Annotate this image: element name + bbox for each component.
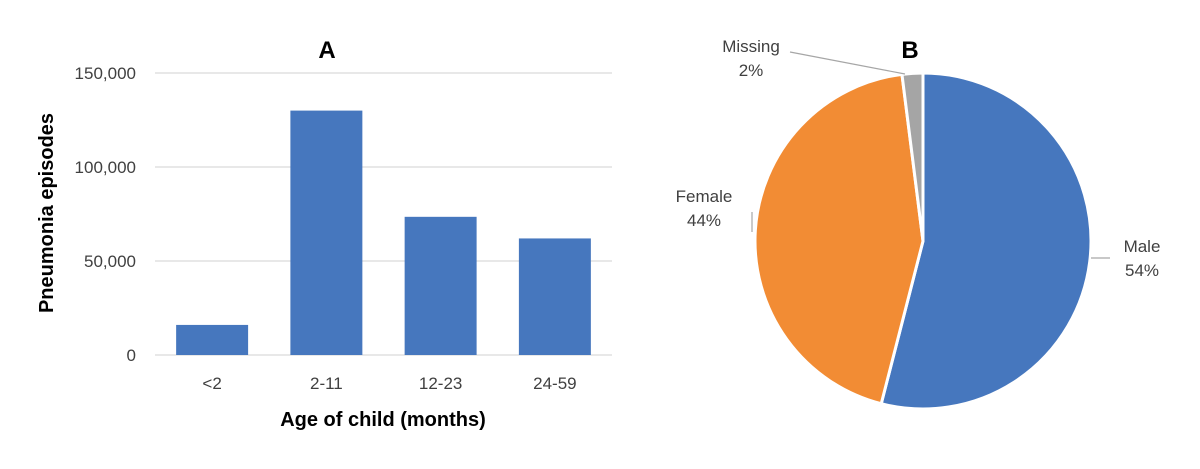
bar (518, 238, 591, 355)
pie-chart-title: B (901, 37, 918, 64)
x-tick-label: 12-23 (419, 374, 462, 393)
y-tick-label: 150,000 (75, 64, 136, 83)
y-tick-label: 100,000 (75, 158, 136, 177)
pie-slices (753, 71, 1093, 411)
pie-labels: Male 54% Female 44% Missing 2% (676, 37, 1161, 280)
pie-chart-panel: B Male 54% Female 44% Missing 2% (676, 37, 1161, 411)
pie-slice-label: Missing (722, 37, 780, 56)
bars (176, 110, 591, 355)
y-tick-label: 0 (127, 346, 136, 365)
pie-slice-male (879, 71, 1093, 411)
pie-slice-percent: 54% (1125, 261, 1159, 280)
bar-chart-panel: A 0 50,000 100,000 150,000 <2 2-11 12-23 24-59… (36, 37, 612, 431)
x-tick-label: <2 (202, 374, 221, 393)
pie-slice-female (753, 72, 925, 406)
bar (290, 110, 363, 355)
bar (176, 324, 249, 355)
x-tick-labels: <2 2-11 12-23 24-59 (202, 374, 576, 393)
bar-chart-title: A (318, 37, 335, 64)
pie-slice-missing (900, 71, 925, 243)
pie-slice-label: Male (1124, 237, 1161, 256)
x-tick-label: 2-11 (310, 374, 343, 393)
x-tick-label: 24-59 (533, 374, 576, 393)
y-tick-labels: 0 50,000 100,000 150,000 (75, 64, 136, 365)
y-axis-title: Pneumonia episodes (36, 113, 58, 313)
pie-slice-label: Female (676, 187, 733, 206)
bar (404, 216, 477, 355)
pie-slice-percent: 2% (739, 61, 764, 80)
y-tick-label: 50,000 (84, 252, 136, 271)
pie-leader-lines (751, 51, 1110, 259)
x-axis-title: Age of child (months) (280, 409, 486, 431)
leader-line (789, 51, 906, 75)
pie-slice-percent: 44% (687, 211, 721, 230)
